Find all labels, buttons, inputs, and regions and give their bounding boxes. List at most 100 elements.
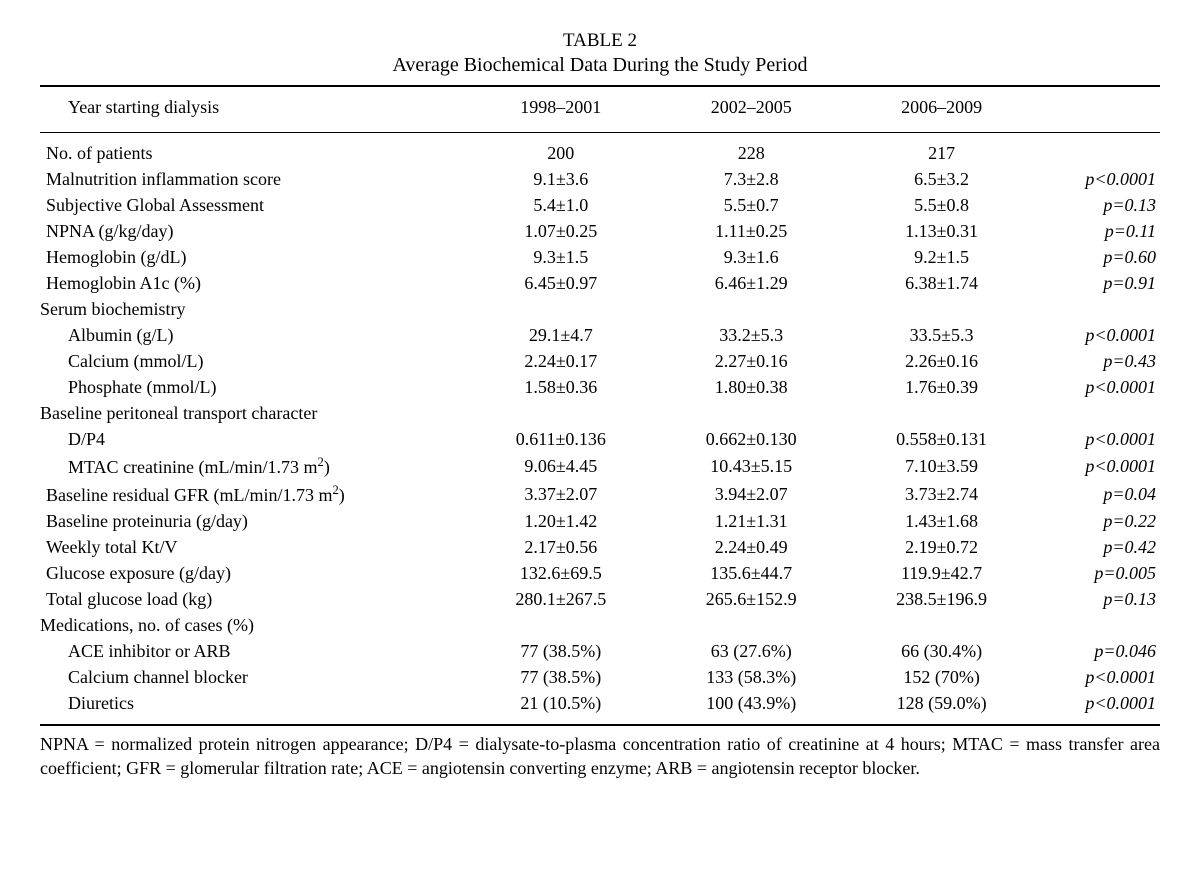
table-title: Average Biochemical Data During the Stud…	[40, 54, 1160, 77]
table-row: Diuretics21 (10.5%)100 (43.9%)128 (59.0%…	[40, 691, 1160, 726]
row-label: Albumin (g/L)	[40, 323, 466, 349]
cell-value: 2.24±0.49	[656, 535, 846, 561]
cell-value: 128 (59.0%)	[846, 691, 1036, 726]
row-label: Hemoglobin (g/dL)	[40, 245, 466, 271]
cell-value: 152 (70%)	[846, 665, 1036, 691]
row-label: Baseline residual GFR (mL/min/1.73 m2)	[40, 481, 466, 509]
row-label: MTAC creatinine (mL/min/1.73 m2)	[40, 453, 466, 481]
table-row: Malnutrition inflammation score9.1±3.67.…	[40, 167, 1160, 193]
cell-value: 238.5±196.9	[846, 587, 1036, 613]
table-row: Baseline peritoneal transport character	[40, 401, 1160, 427]
row-label: NPNA (g/kg/day)	[40, 219, 466, 245]
cell-value: 3.37±2.07	[466, 481, 656, 509]
cell-value: 217	[846, 133, 1036, 167]
section-label: Medications, no. of cases (%)	[40, 613, 1160, 639]
cell-value: 1.80±0.38	[656, 375, 846, 401]
row-label: Calcium channel blocker	[40, 665, 466, 691]
cell-value: 9.2±1.5	[846, 245, 1036, 271]
cell-value: 1.11±0.25	[656, 219, 846, 245]
table-row: Baseline residual GFR (mL/min/1.73 m2)3.…	[40, 481, 1160, 509]
cell-value: 119.9±42.7	[846, 561, 1036, 587]
row-label: Glucose exposure (g/day)	[40, 561, 466, 587]
table-row: Hemoglobin A1c (%)6.45±0.976.46±1.296.38…	[40, 271, 1160, 297]
cell-value: 265.6±152.9	[656, 587, 846, 613]
p-value: p=0.60	[1037, 245, 1160, 271]
cell-value: 6.46±1.29	[656, 271, 846, 297]
cell-value: 77 (38.5%)	[466, 665, 656, 691]
row-label: D/P4	[40, 427, 466, 453]
header-col2: 2002–2005	[656, 86, 846, 133]
row-label: Total glucose load (kg)	[40, 587, 466, 613]
cell-value: 2.27±0.16	[656, 349, 846, 375]
cell-value: 1.43±1.68	[846, 509, 1036, 535]
row-label: Diuretics	[40, 691, 466, 726]
cell-value: 7.3±2.8	[656, 167, 846, 193]
p-value: p=0.13	[1037, 193, 1160, 219]
table-row: MTAC creatinine (mL/min/1.73 m2)9.06±4.4…	[40, 453, 1160, 481]
row-label: Phosphate (mmol/L)	[40, 375, 466, 401]
cell-value: 200	[466, 133, 656, 167]
table-row: Serum biochemistry	[40, 297, 1160, 323]
header-col3: 2006–2009	[846, 86, 1036, 133]
row-label: ACE inhibitor or ARB	[40, 639, 466, 665]
p-value: p=0.005	[1037, 561, 1160, 587]
p-value: p<0.0001	[1037, 427, 1160, 453]
table-row: Calcium channel blocker77 (38.5%)133 (58…	[40, 665, 1160, 691]
cell-value: 66 (30.4%)	[846, 639, 1036, 665]
table-label: TABLE 2	[40, 30, 1160, 52]
table-row: Medications, no. of cases (%)	[40, 613, 1160, 639]
cell-value: 6.38±1.74	[846, 271, 1036, 297]
row-label: Calcium (mmol/L)	[40, 349, 466, 375]
row-label: No. of patients	[40, 133, 466, 167]
cell-value: 2.19±0.72	[846, 535, 1036, 561]
cell-value: 33.5±5.3	[846, 323, 1036, 349]
table-row: Subjective Global Assessment5.4±1.05.5±0…	[40, 193, 1160, 219]
cell-value: 3.73±2.74	[846, 481, 1036, 509]
cell-value: 2.24±0.17	[466, 349, 656, 375]
table-row: D/P40.611±0.1360.662±0.1300.558±0.131p<0…	[40, 427, 1160, 453]
cell-value: 0.662±0.130	[656, 427, 846, 453]
p-value: p=0.04	[1037, 481, 1160, 509]
cell-value: 3.94±2.07	[656, 481, 846, 509]
table-row: NPNA (g/kg/day)1.07±0.251.11±0.251.13±0.…	[40, 219, 1160, 245]
p-value: p=0.42	[1037, 535, 1160, 561]
cell-value: 1.76±0.39	[846, 375, 1036, 401]
row-label: Subjective Global Assessment	[40, 193, 466, 219]
section-label: Serum biochemistry	[40, 297, 1160, 323]
p-value: p<0.0001	[1037, 665, 1160, 691]
cell-value: 9.1±3.6	[466, 167, 656, 193]
cell-value: 63 (27.6%)	[656, 639, 846, 665]
cell-value: 280.1±267.5	[466, 587, 656, 613]
p-value: p=0.22	[1037, 509, 1160, 535]
p-value: p=0.11	[1037, 219, 1160, 245]
p-value: p<0.0001	[1037, 453, 1160, 481]
table-row: Hemoglobin (g/dL)9.3±1.59.3±1.69.2±1.5p=…	[40, 245, 1160, 271]
cell-value: 1.20±1.42	[466, 509, 656, 535]
cell-value: 21 (10.5%)	[466, 691, 656, 726]
cell-value: 33.2±5.3	[656, 323, 846, 349]
cell-value: 29.1±4.7	[466, 323, 656, 349]
cell-value: 9.06±4.45	[466, 453, 656, 481]
cell-value: 7.10±3.59	[846, 453, 1036, 481]
header-year: Year starting dialysis	[40, 86, 466, 133]
cell-value: 100 (43.9%)	[656, 691, 846, 726]
cell-value: 1.13±0.31	[846, 219, 1036, 245]
cell-value: 135.6±44.7	[656, 561, 846, 587]
cell-value: 1.58±0.36	[466, 375, 656, 401]
table-row: Phosphate (mmol/L)1.58±0.361.80±0.381.76…	[40, 375, 1160, 401]
cell-value: 10.43±5.15	[656, 453, 846, 481]
p-value: p=0.91	[1037, 271, 1160, 297]
p-value: p<0.0001	[1037, 323, 1160, 349]
cell-value: 132.6±69.5	[466, 561, 656, 587]
cell-value: 1.07±0.25	[466, 219, 656, 245]
table-footnote: NPNA = normalized protein nitrogen appea…	[40, 732, 1160, 781]
cell-value: 5.4±1.0	[466, 193, 656, 219]
p-value	[1037, 133, 1160, 167]
p-value: p<0.0001	[1037, 691, 1160, 726]
biochemical-data-table: TABLE 2 Average Biochemical Data During …	[40, 30, 1160, 781]
p-value: p=0.43	[1037, 349, 1160, 375]
table-row: Total glucose load (kg)280.1±267.5265.6±…	[40, 587, 1160, 613]
header-row: Year starting dialysis 1998–2001 2002–20…	[40, 86, 1160, 133]
cell-value: 6.45±0.97	[466, 271, 656, 297]
table-row: Albumin (g/L)29.1±4.733.2±5.333.5±5.3p<0…	[40, 323, 1160, 349]
